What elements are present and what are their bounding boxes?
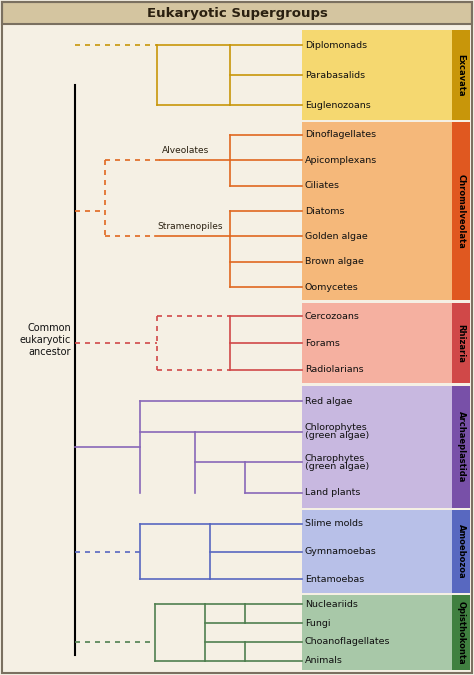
Text: Oomycetes: Oomycetes <box>305 283 359 292</box>
Bar <box>302 386 452 508</box>
Text: Charophytes
(green algae): Charophytes (green algae) <box>305 454 369 471</box>
Text: Cercozoans: Cercozoans <box>305 312 360 321</box>
Bar <box>452 303 470 383</box>
Bar <box>452 122 470 300</box>
Text: Excavata: Excavata <box>456 54 465 97</box>
Text: Apicomplexans: Apicomplexans <box>305 156 377 165</box>
Text: Forams: Forams <box>305 338 340 348</box>
Bar <box>452 30 470 120</box>
Text: Land plants: Land plants <box>305 488 360 497</box>
Bar <box>452 386 470 508</box>
Text: Chromalveolata: Chromalveolata <box>456 173 465 248</box>
Bar <box>2 2 472 24</box>
Text: Ciliates: Ciliates <box>305 181 340 190</box>
Text: Dinoflagellates: Dinoflagellates <box>305 130 376 139</box>
Text: Diatoms: Diatoms <box>305 207 345 215</box>
Text: Radiolarians: Radiolarians <box>305 365 364 374</box>
Text: Parabasalids: Parabasalids <box>305 70 365 80</box>
Text: Stramenopiles: Stramenopiles <box>157 223 222 232</box>
Text: Opisthokonta: Opisthokonta <box>456 601 465 664</box>
Bar <box>452 595 470 670</box>
Bar <box>302 595 452 670</box>
Text: Chlorophytes
(green algae): Chlorophytes (green algae) <box>305 423 369 440</box>
Text: Gymnamoebas: Gymnamoebas <box>305 547 377 556</box>
Bar <box>302 30 452 120</box>
Text: Alveolates: Alveolates <box>162 146 209 155</box>
Text: Fungi: Fungi <box>305 618 330 628</box>
Text: Rhizaria: Rhizaria <box>456 323 465 362</box>
Text: Nucleariids: Nucleariids <box>305 600 358 609</box>
Text: Diplomonads: Diplomonads <box>305 40 367 49</box>
Text: Common
eukaryotic
ancestor: Common eukaryotic ancestor <box>19 323 71 356</box>
Text: Choanoflagellates: Choanoflagellates <box>305 637 391 647</box>
Text: Slime molds: Slime molds <box>305 519 363 529</box>
Bar <box>302 510 452 593</box>
Text: Entamoebas: Entamoebas <box>305 574 364 584</box>
Text: Brown algae: Brown algae <box>305 257 364 267</box>
Text: Animals: Animals <box>305 656 343 665</box>
Bar <box>302 122 452 300</box>
Text: Eukaryotic Supergroups: Eukaryotic Supergroups <box>146 7 328 20</box>
Text: Euglenozoans: Euglenozoans <box>305 101 371 109</box>
Text: Archaeplastida: Archaeplastida <box>456 411 465 483</box>
Text: Red algae: Red algae <box>305 397 352 406</box>
Bar <box>452 510 470 593</box>
Text: Amoebozoa: Amoebozoa <box>456 524 465 579</box>
Bar <box>302 303 452 383</box>
Text: Golden algae: Golden algae <box>305 232 368 241</box>
